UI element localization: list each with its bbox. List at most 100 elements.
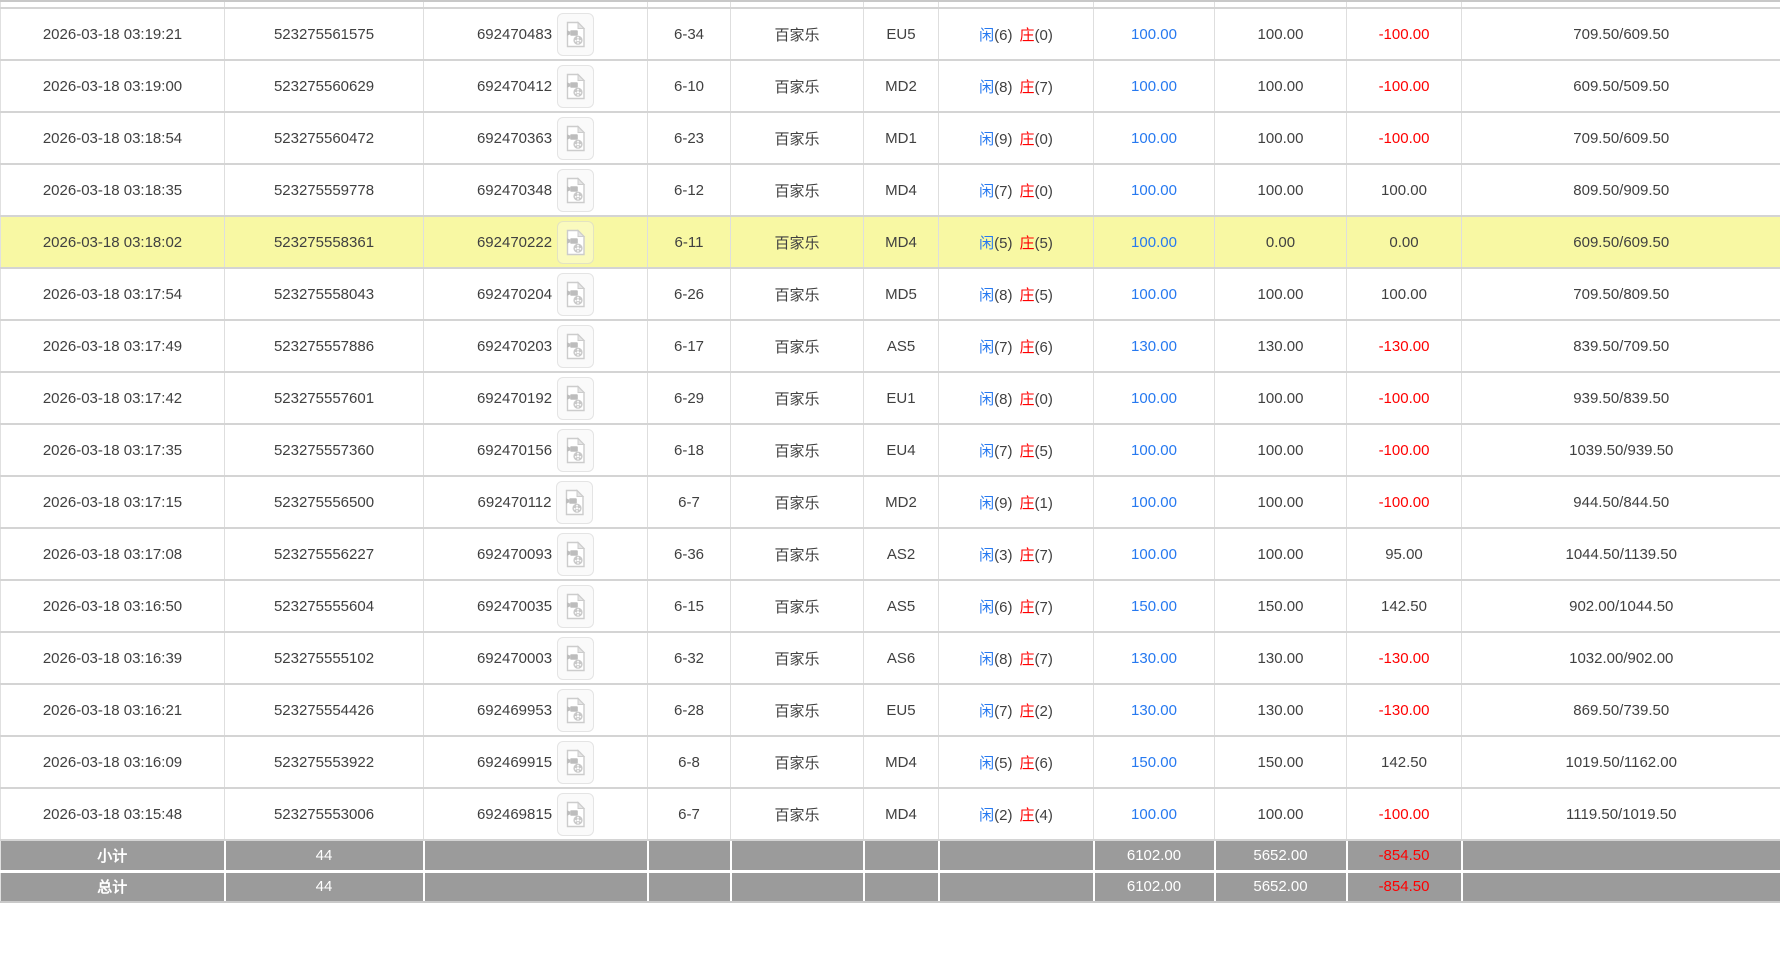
- video-file-icon: [566, 384, 586, 411]
- table-seat: 6-18: [647, 424, 731, 477]
- bet-amount-link[interactable]: 100.00: [1093, 216, 1215, 269]
- bet-record-row[interactable]: 2026-03-18 03:19:21 523275561575 6924704…: [0, 8, 1780, 61]
- bet-record-row[interactable]: 2026-03-18 03:15:48 523275553006 6924698…: [0, 788, 1780, 841]
- video-replay-button[interactable]: [557, 428, 595, 472]
- bet-amount-link[interactable]: 100.00: [1093, 476, 1215, 529]
- bet-time: 2026-03-18 03:16:09: [0, 736, 225, 789]
- video-replay-button[interactable]: [557, 324, 595, 368]
- table-code: MD4: [863, 216, 939, 269]
- bet-record-row[interactable]: 2026-03-18 03:16:39 523275555102 6924700…: [0, 632, 1780, 685]
- bet-time: 2026-03-18 03:16:50: [0, 580, 225, 633]
- summary-section: 小计 44 6102.00 5652.00 -854.50 总计 44 6102…: [0, 840, 1780, 903]
- player-label: 闲: [979, 130, 995, 148]
- bet-order-no: 523275560472: [224, 112, 424, 165]
- balance: 1019.50/1162.00: [1461, 736, 1780, 789]
- video-replay-button[interactable]: [557, 376, 595, 420]
- table-seat: 6-10: [647, 60, 731, 113]
- bet-record-row[interactable]: 2026-03-18 03:16:21 523275554426 6924699…: [0, 684, 1780, 737]
- bet-time: 2026-03-18 03:15:48: [0, 788, 225, 841]
- game-type: 百家乐: [730, 736, 864, 789]
- table-seat: 6-17: [647, 320, 731, 373]
- bet-record-row[interactable]: 2026-03-18 03:17:08 523275556227 6924700…: [0, 528, 1780, 581]
- bet-amount-link[interactable]: 100.00: [1093, 60, 1215, 113]
- bet-order-no: 523275556227: [224, 528, 424, 581]
- subtotal-label: 小计: [0, 840, 226, 873]
- bet-amount-link[interactable]: 100.00: [1093, 788, 1215, 841]
- bet-amount-link[interactable]: 100.00: [1093, 164, 1215, 217]
- table-seat: 6-34: [647, 8, 731, 61]
- video-replay-button[interactable]: [556, 480, 594, 524]
- video-replay-button[interactable]: [557, 688, 595, 732]
- bet-record-row[interactable]: 2026-03-18 03:18:02 523275558361 6924702…: [0, 216, 1780, 269]
- game-round-no-text: 692470093: [476, 545, 553, 563]
- bet-amount-link[interactable]: 130.00: [1093, 320, 1215, 373]
- win-loss-amount: -100.00: [1346, 60, 1462, 113]
- video-replay-button[interactable]: [557, 792, 595, 836]
- table-code: MD5: [863, 268, 939, 321]
- game-round-no: 692470348: [423, 164, 648, 217]
- video-replay-button[interactable]: [557, 168, 595, 212]
- bet-record-row[interactable]: 2026-03-18 03:19:00 523275560629 6924704…: [0, 60, 1780, 113]
- video-replay-button[interactable]: [557, 64, 595, 108]
- total-label: 总计: [0, 871, 226, 903]
- player-score: (2): [994, 806, 1013, 824]
- game-type: 百家乐: [730, 268, 864, 321]
- player-label: 闲: [979, 286, 995, 304]
- video-file-icon: [566, 20, 586, 47]
- valid-bet-amount: 100.00: [1214, 112, 1347, 165]
- bet-amount-link[interactable]: 100.00: [1093, 528, 1215, 581]
- bet-order-no: 523275557886: [224, 320, 424, 373]
- valid-bet-amount: 130.00: [1214, 632, 1347, 685]
- bet-record-row[interactable]: 2026-03-18 03:17:35 523275557360 6924701…: [0, 424, 1780, 477]
- bet-record-row[interactable]: 2026-03-18 03:18:35 523275559778 6924703…: [0, 164, 1780, 217]
- banker-label: 庄: [1019, 234, 1035, 252]
- video-replay-button[interactable]: [557, 584, 595, 628]
- bet-amount-link[interactable]: 150.00: [1093, 736, 1215, 789]
- game-round-no: 692470003: [423, 632, 648, 685]
- bet-amount-link[interactable]: 100.00: [1093, 372, 1215, 425]
- total-valid-amount: 5652.00: [1214, 871, 1348, 903]
- bet-amount-link[interactable]: 130.00: [1093, 632, 1215, 685]
- player-label: 闲: [979, 702, 995, 720]
- video-replay-button[interactable]: [557, 740, 595, 784]
- game-round-no: 692469815: [423, 788, 648, 841]
- bet-time: 2026-03-18 03:18:35: [0, 164, 225, 217]
- bet-record-row[interactable]: 2026-03-18 03:17:49 523275557886 6924702…: [0, 320, 1780, 373]
- bet-amount-link[interactable]: 100.00: [1093, 8, 1215, 61]
- video-replay-button[interactable]: [557, 12, 595, 56]
- balance: 1119.50/1019.50: [1461, 788, 1780, 841]
- bet-time: 2026-03-18 03:16:21: [0, 684, 225, 737]
- video-file-icon: [566, 696, 586, 723]
- bet-record-row[interactable]: 2026-03-18 03:16:09 523275553922 6924699…: [0, 736, 1780, 789]
- balance: 939.50/839.50: [1461, 372, 1780, 425]
- video-replay-button[interactable]: [557, 116, 595, 160]
- video-replay-button[interactable]: [557, 532, 595, 576]
- valid-bet-amount: 130.00: [1214, 684, 1347, 737]
- player-label: 闲: [979, 806, 995, 824]
- game-round-no: 692470363: [423, 112, 648, 165]
- bet-amount-link[interactable]: 130.00: [1093, 684, 1215, 737]
- game-result: 闲(8) 庄(7): [938, 60, 1094, 113]
- bet-record-row[interactable]: 2026-03-18 03:17:54 523275558043 6924702…: [0, 268, 1780, 321]
- video-replay-button[interactable]: [557, 220, 595, 264]
- player-label: 闲: [979, 390, 995, 408]
- game-result: 闲(7) 庄(6): [938, 320, 1094, 373]
- bet-amount-link[interactable]: 100.00: [1093, 268, 1215, 321]
- banker-label: 庄: [1019, 754, 1035, 772]
- bet-record-row[interactable]: 2026-03-18 03:16:50 523275555604 6924700…: [0, 580, 1780, 633]
- player-score: (7): [994, 182, 1013, 200]
- bet-record-row[interactable]: 2026-03-18 03:17:15 523275556500 6924701…: [0, 476, 1780, 529]
- bet-record-row[interactable]: 2026-03-18 03:18:54 523275560472 6924703…: [0, 112, 1780, 165]
- bet-amount-link[interactable]: 100.00: [1093, 424, 1215, 477]
- table-code: EU4: [863, 424, 939, 477]
- game-round-no: 692470412: [423, 60, 648, 113]
- video-replay-button[interactable]: [557, 636, 595, 680]
- bet-amount-link[interactable]: 150.00: [1093, 580, 1215, 633]
- video-file-icon: [566, 72, 586, 99]
- video-file-icon: [566, 748, 586, 775]
- records-table-body: 2026-03-18 03:19:21 523275561575 6924704…: [0, 1, 1780, 841]
- bet-amount-link[interactable]: 100.00: [1093, 112, 1215, 165]
- game-type: 百家乐: [730, 476, 864, 529]
- video-replay-button[interactable]: [557, 272, 595, 316]
- bet-record-row[interactable]: 2026-03-18 03:17:42 523275557601 6924701…: [0, 372, 1780, 425]
